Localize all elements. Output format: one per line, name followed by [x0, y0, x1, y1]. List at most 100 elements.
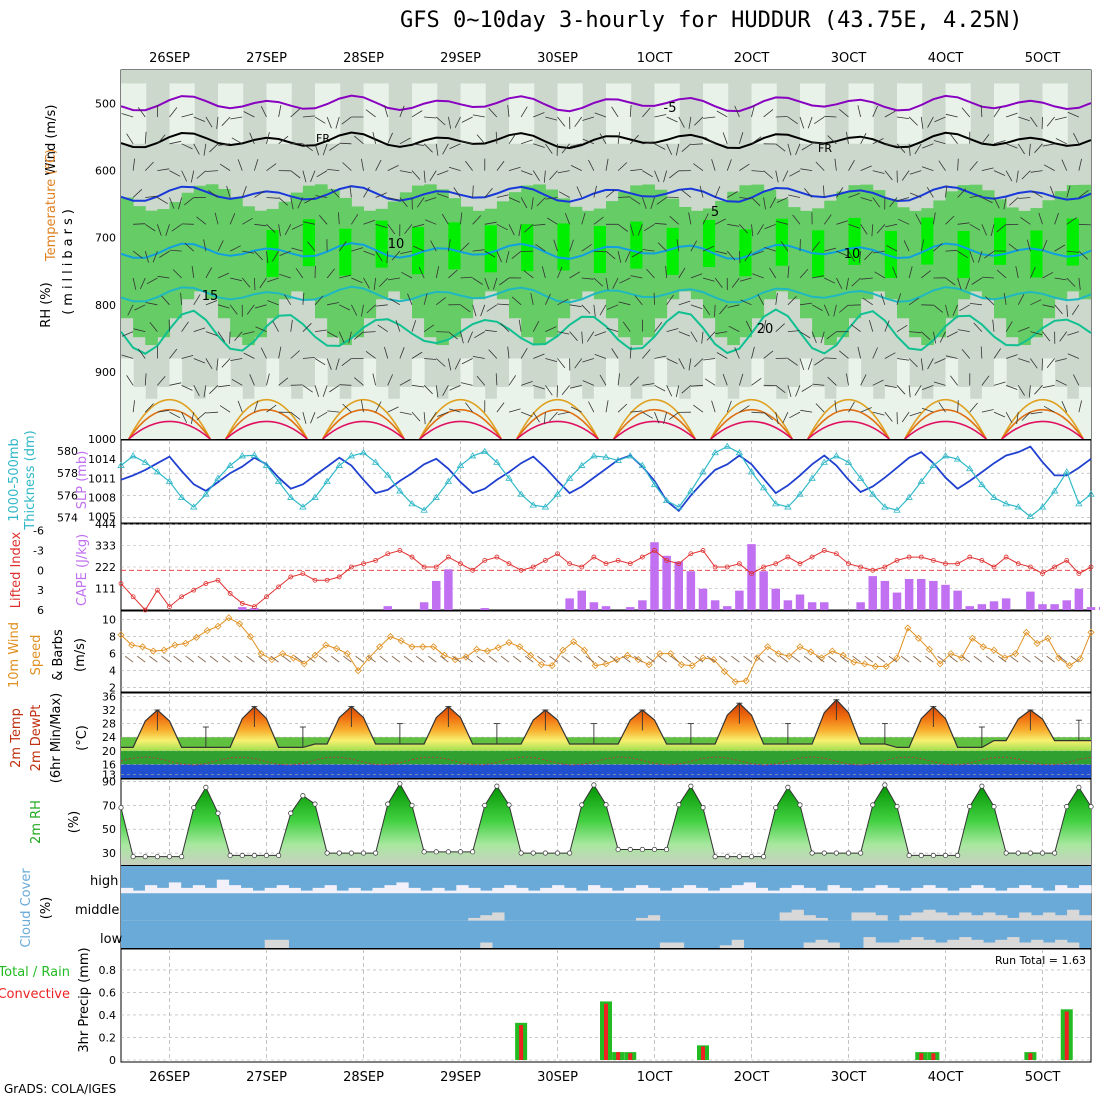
- wind-barb: [788, 194, 801, 198]
- li-point: [458, 561, 463, 567]
- wind-speed-point: [925, 645, 933, 653]
- cape-bar: [868, 576, 877, 610]
- wind-speed-point: [138, 643, 147, 651]
- wind-tick: 10: [102, 614, 116, 627]
- wind-speed-point: [332, 644, 341, 653]
- wind-barb-10m: [937, 655, 946, 663]
- wind-barb-10m: [185, 655, 195, 663]
- wind-barb: [302, 357, 315, 359]
- wind-barb: [339, 274, 351, 279]
- wind-barb: [588, 159, 595, 171]
- wind-barb: [339, 142, 352, 145]
- wind-barb: [642, 141, 655, 145]
- rh-dry-high: [218, 83, 244, 144]
- wind-barb: [946, 331, 958, 338]
- wind-barb: [574, 116, 583, 127]
- wind-barb: [266, 224, 276, 233]
- wind-barb-10m: [997, 655, 1007, 663]
- temp-line: [121, 698, 1091, 748]
- wind-barb: [1066, 277, 1076, 287]
- wind-barb: [933, 304, 943, 313]
- cape-bar: [383, 606, 392, 610]
- wind-barb-10m: [221, 655, 231, 663]
- wind-barb: [472, 356, 485, 359]
- wind-speed-point: [753, 654, 761, 662]
- wind-barb: [484, 329, 497, 333]
- wind-barb: [908, 116, 918, 126]
- rh-point: [955, 852, 961, 858]
- warm-isotherm: [807, 408, 890, 439]
- wind-barb: [858, 251, 862, 264]
- li-tick: -3: [33, 544, 44, 557]
- label-slp: SLP (mb): [75, 451, 90, 510]
- wind-speed-point: [376, 643, 384, 651]
- warm-isotherm: [904, 420, 987, 439]
- rh-dry-low: [581, 398, 595, 439]
- wind-barb: [807, 116, 813, 129]
- slp-point: [505, 474, 513, 481]
- wind-barb: [702, 304, 711, 316]
- wind-barb: [377, 324, 388, 332]
- li-point: [239, 600, 245, 606]
- wind-barb-10m: [1058, 655, 1068, 663]
- li-tick: 3: [37, 584, 44, 597]
- wind-barb-10m: [1034, 655, 1043, 663]
- label-lifted-index: Lifted Index: [9, 531, 24, 608]
- wind-barb: [488, 107, 498, 118]
- wind-barb: [448, 269, 458, 279]
- wind-speed-point: [440, 651, 448, 659]
- wind-barb: [646, 268, 655, 279]
- wind-barb: [921, 166, 934, 172]
- rh-dry-low: [315, 358, 328, 439]
- wind-barb: [619, 277, 631, 284]
- rh-point: [482, 802, 488, 808]
- wind-barb: [216, 358, 219, 371]
- wind-barb: [221, 116, 231, 126]
- slp-point: [311, 493, 319, 500]
- cape-bar: [917, 579, 926, 610]
- wind-barb: [121, 354, 134, 359]
- warm-isotherm: [128, 420, 211, 439]
- cloud-cell: [863, 912, 876, 921]
- wind-barb: [395, 320, 401, 332]
- rh-point: [1076, 784, 1082, 790]
- wind-barb-10m: [815, 655, 825, 663]
- wind-barb: [914, 143, 922, 155]
- wind-barb: [302, 322, 312, 332]
- wind-barb: [738, 132, 744, 144]
- cloud-cell: [779, 912, 792, 921]
- rh-point: [942, 852, 949, 858]
- thickness-tick: 576: [57, 489, 78, 502]
- rh-dry-low: [509, 358, 522, 439]
- wind-barb: [1042, 304, 1055, 308]
- wind-barb: [654, 355, 667, 359]
- rh-band: [569, 206, 583, 300]
- label-temp2m-b: 2m DewPt: [29, 705, 44, 772]
- wind-barb: [969, 251, 975, 263]
- wind-barb: [678, 116, 685, 128]
- rh-band: [860, 184, 874, 300]
- wind-barb: [327, 302, 339, 306]
- rh-band: [1018, 210, 1031, 346]
- wind-barb: [909, 170, 922, 175]
- wind-barb: [981, 197, 993, 204]
- wind-barb: [1030, 411, 1043, 415]
- rh-dry-low: [339, 398, 352, 439]
- li-point: [494, 554, 500, 560]
- slp-point: [177, 493, 186, 500]
- wind-barb: [375, 192, 387, 198]
- wind-barb: [926, 186, 934, 198]
- wind-barb: [1017, 143, 1025, 155]
- wind-barb: [169, 170, 181, 177]
- wind-barb: [226, 185, 231, 198]
- wind-barb: [734, 105, 740, 118]
- rh-band: [727, 191, 740, 346]
- wind-barb: [666, 116, 678, 123]
- wind-barb: [593, 304, 596, 317]
- wind-barb: [593, 250, 606, 253]
- wind-barb: [1061, 401, 1068, 413]
- date-label-bottom: 4OCT: [928, 1070, 964, 1085]
- label-precip-b: Convective: [0, 987, 70, 1002]
- wind-barb: [335, 116, 340, 129]
- wind-barb: [727, 223, 740, 227]
